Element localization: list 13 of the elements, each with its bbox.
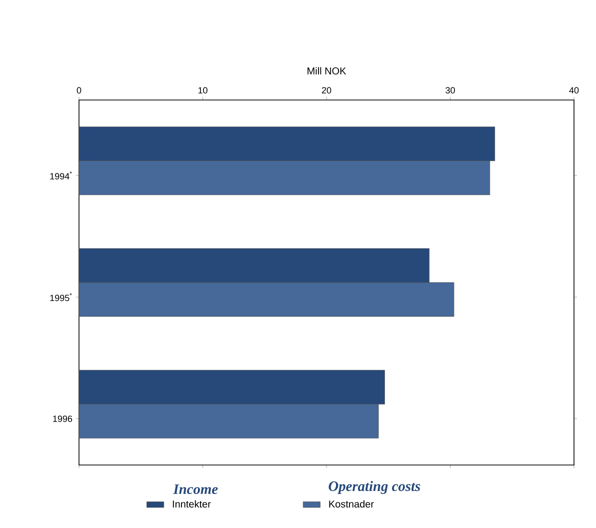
y-tick-label: 1995$^{*}$ bbox=[50, 293, 72, 302]
y-tick-label: 1994$^{*}$ bbox=[50, 171, 72, 180]
y-tick-label: 1996 bbox=[53, 416, 72, 422]
legend-label: Inntekter bbox=[172, 500, 211, 508]
text: Operating costs bbox=[328, 480, 420, 494]
x-tick-label: 20 bbox=[322, 87, 332, 94]
legend-label: Kostnader bbox=[329, 500, 374, 508]
text: Income bbox=[173, 484, 218, 494]
x-tick-label: 0 bbox=[76, 87, 82, 94]
x-axis-title: Mill NOK bbox=[308, 67, 346, 74]
x-tick-label: 40 bbox=[569, 87, 579, 94]
x-tick-label: 30 bbox=[446, 87, 455, 94]
x-tick-label: 10 bbox=[198, 87, 208, 94]
